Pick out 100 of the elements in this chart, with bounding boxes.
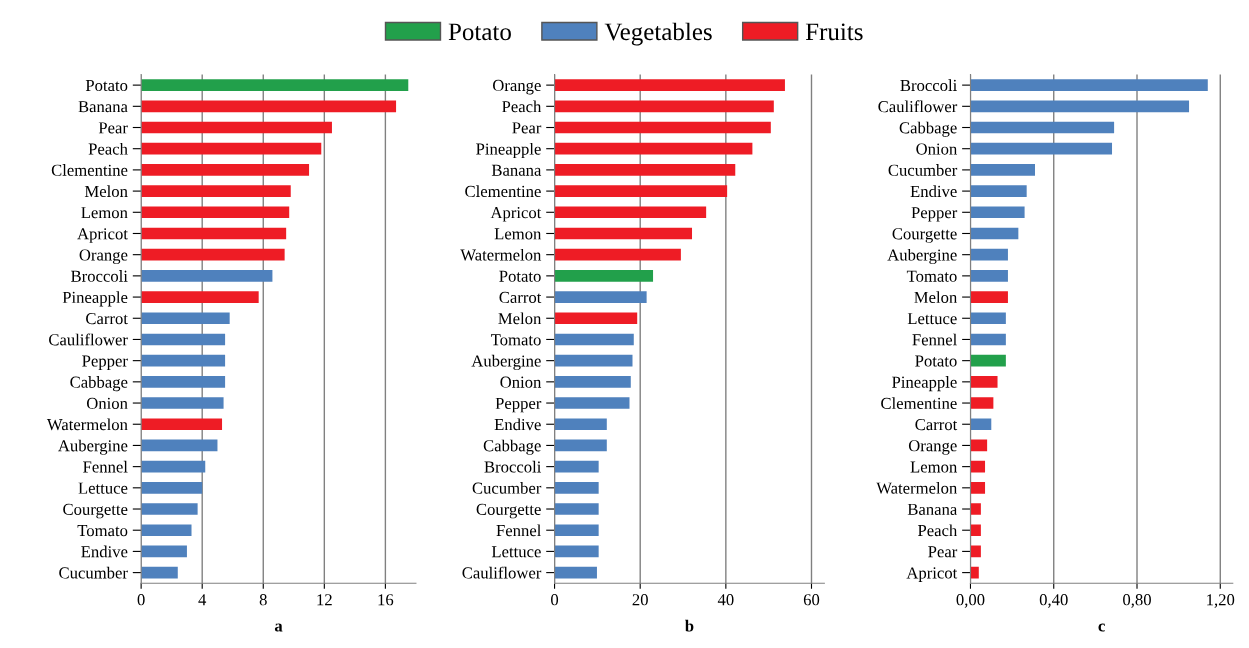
bar [970, 164, 1035, 176]
x-tick-label: 1,20 [1207, 594, 1235, 608]
y-tick-label: Pear [928, 546, 958, 558]
bar [970, 376, 998, 388]
bar [970, 545, 981, 558]
y-tick-label: Potato [85, 79, 128, 92]
bar [970, 100, 1190, 113]
bar [554, 460, 599, 473]
y-tick-label: Watermelon [46, 418, 128, 431]
bar [141, 227, 287, 240]
y-tick-label: Potato [915, 355, 957, 367]
bar [554, 227, 693, 240]
bar [970, 503, 981, 515]
y-tick-label: Banana [907, 503, 958, 515]
bar [970, 397, 994, 409]
bar [141, 376, 226, 388]
bar [970, 291, 1008, 303]
bar [554, 206, 707, 219]
y-tick-label: Watermelon [460, 248, 542, 261]
y-tick-label: Clementine [465, 185, 541, 198]
bar [970, 185, 1027, 197]
bar [554, 270, 654, 282]
legend-label: Potato [448, 23, 511, 41]
bar [970, 566, 979, 579]
x-tick-label: 4 [198, 594, 207, 606]
bar [554, 439, 607, 452]
y-tick-label: Lemon [81, 207, 128, 219]
y-tick-label: Aubergine [58, 439, 128, 455]
y-tick-label: Pepper [911, 207, 958, 222]
y-tick-label: Pineapple [476, 142, 541, 159]
y-tick-label: Apricot [77, 228, 128, 243]
x-axis-title: a [274, 623, 283, 632]
bar [970, 248, 1008, 261]
y-tick-label: Tomato [490, 334, 541, 346]
y-tick-label: Broccoli [71, 270, 128, 282]
x-axis-title: c [1098, 623, 1105, 632]
bar [141, 79, 409, 91]
bar [970, 79, 1208, 91]
y-tick-label: Fennel [83, 460, 128, 473]
bar [141, 185, 291, 197]
bar [554, 164, 736, 176]
y-tick-label: Melon [914, 291, 958, 304]
legend-label: Fruits [805, 23, 863, 41]
bar [554, 481, 599, 494]
bar [554, 291, 647, 303]
bar [141, 206, 290, 219]
bar [970, 121, 1115, 134]
x-tick-label: 8 [259, 594, 267, 606]
x-tick-label: 0,80 [1123, 594, 1151, 608]
bar [554, 397, 630, 409]
bar [970, 481, 986, 494]
y-tick-label: Apricot [490, 207, 542, 222]
bar [554, 248, 681, 261]
bar [554, 121, 771, 134]
bar [554, 312, 638, 325]
y-tick-label: Carrot [86, 313, 128, 325]
x-tick-label: 0 [137, 594, 145, 606]
bar [141, 397, 224, 409]
y-tick-label: Banana [78, 101, 128, 113]
y-tick-label: Cucumber [888, 164, 958, 176]
y-tick-label: Aubergine [471, 354, 541, 371]
bar [141, 333, 226, 346]
bar [970, 227, 1019, 240]
y-tick-label: Tomato [906, 270, 957, 282]
y-tick-label: Pineapple [62, 291, 128, 307]
bar [141, 566, 178, 579]
bar [141, 248, 285, 261]
y-tick-label: Peach [88, 142, 128, 155]
x-tick-label: 0,40 [1039, 594, 1068, 608]
x-tick-label: 20 [632, 594, 648, 606]
y-tick-label: Cauliflower [49, 333, 128, 346]
y-tick-label: Fennel [912, 333, 957, 346]
y-tick-label: Potato [499, 270, 541, 282]
bar [141, 312, 230, 325]
y-tick-label: Pepper [495, 397, 542, 413]
y-tick-label: Aubergine [887, 248, 957, 265]
bar [970, 333, 1006, 346]
bar [141, 481, 203, 494]
y-tick-label: Melon [84, 185, 128, 198]
x-tick-label: 60 [803, 594, 820, 606]
y-tick-label: Orange [908, 440, 957, 455]
y-tick-label: Cucumber [472, 482, 542, 494]
x-tick-label: 0,00 [956, 594, 985, 608]
bar [554, 354, 633, 367]
bar [554, 566, 597, 579]
y-tick-label: Endive [910, 185, 957, 198]
bar [554, 185, 728, 197]
bar [141, 354, 226, 367]
y-tick-label: Clementine [51, 164, 128, 176]
bar [970, 270, 1008, 282]
y-tick-label: Courgette [63, 503, 128, 519]
y-tick-label: Courgette [892, 228, 957, 243]
legend-label: Vegetables [604, 22, 712, 46]
bar [554, 79, 785, 91]
y-tick-label: Peach [502, 100, 542, 113]
bar [554, 524, 599, 537]
bar [141, 460, 206, 473]
y-tick-label: Onion [500, 376, 542, 388]
bar [141, 524, 192, 537]
y-tick-label: Pear [512, 122, 542, 134]
